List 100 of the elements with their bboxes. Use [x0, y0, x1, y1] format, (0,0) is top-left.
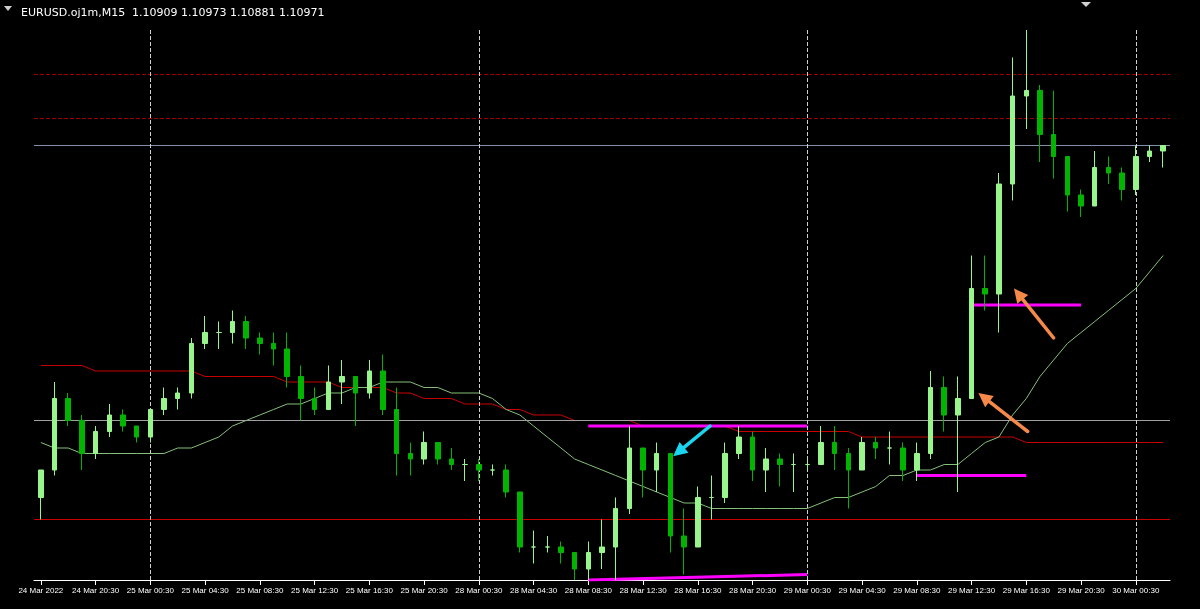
candlestick: [52, 381, 57, 476]
x-tick-label: 28 Mar 12:30: [619, 585, 668, 595]
candlestick: [1010, 57, 1015, 201]
candlestick: [435, 442, 441, 465]
x-tick-label: 28 Mar 04:30: [510, 585, 558, 595]
x-tick-label: 25 Mar 20:30: [400, 585, 449, 595]
candlestick: [93, 425, 98, 460]
candlestick: [558, 541, 564, 564]
x-tick-label: 24 Mar 20:30: [72, 585, 120, 595]
candlestick: [408, 442, 413, 476]
candlestick: [1078, 189, 1084, 218]
candlestick: [941, 376, 947, 432]
candlestick: [1037, 84, 1043, 163]
candlestick: [681, 508, 687, 575]
x-tick-label: 28 Mar 00:30: [455, 585, 503, 595]
candlestick: [982, 255, 988, 311]
x-tick-label: 29 Mar 12:30: [947, 585, 996, 595]
candlestick: [627, 425, 632, 515]
candlestick: [955, 376, 961, 493]
x-tick-label: 28 Mar 20:30: [728, 585, 777, 595]
x-tick-label: 25 Mar 16:30: [345, 585, 394, 595]
candlestick: [750, 431, 755, 482]
candlestick: [161, 387, 167, 416]
candlestick: [545, 535, 550, 553]
candlestick: [654, 442, 659, 493]
x-tick-label: 24 Mar 2022: [18, 585, 64, 595]
candlestick: [326, 365, 331, 410]
candlestick: [1147, 145, 1152, 163]
candlestick: [216, 321, 222, 350]
x-tick-label: 29 Mar 00:30: [783, 585, 832, 595]
candlestick: [791, 453, 796, 493]
candlestick: [462, 458, 468, 482]
candlestick: [298, 365, 304, 421]
candlestick: [736, 425, 742, 460]
candlestick: [271, 332, 276, 366]
candlestick: [887, 431, 892, 465]
candlestick: [846, 447, 851, 509]
candlestick: [996, 172, 1002, 333]
x-tick-label: 29 Mar 08:30: [893, 585, 941, 595]
candlestick: [367, 359, 372, 399]
candlestick: [572, 552, 577, 581]
candlestick: [230, 310, 235, 344]
candlestick: [65, 392, 71, 427]
candlestick: [722, 442, 728, 504]
candlestick: [380, 354, 386, 416]
candlestick: [503, 464, 509, 498]
candlestick: [1106, 156, 1111, 185]
candlestick: [640, 447, 646, 498]
candlestick: [148, 409, 153, 443]
candlestick: [38, 469, 44, 520]
candlestick: [490, 464, 495, 476]
candlestick: [599, 519, 605, 570]
x-tick-label: 28 Mar 16:30: [674, 585, 722, 595]
candlestick: [859, 436, 865, 471]
candlestick: [709, 475, 714, 520]
candlestick: [517, 491, 523, 553]
x-tick-label: 25 Mar 00:30: [126, 585, 175, 595]
candlestick: [900, 442, 906, 482]
chart-title: EURUSD.oj1m,M15 1.10909 1.10973 1.10881 1.10971: [21, 6, 325, 19]
candlestick: [394, 387, 399, 476]
candlestick: [668, 453, 673, 553]
candlestick: [120, 409, 126, 432]
candlestick: [586, 541, 591, 581]
candlestick: [243, 315, 249, 350]
candlestick: [134, 425, 139, 443]
candlestick: [175, 387, 180, 410]
candlestick: [1051, 90, 1056, 179]
x-tick-label: 25 Mar 12:30: [291, 585, 339, 595]
candlestick: [873, 436, 878, 460]
candlestick: [476, 458, 482, 482]
x-tick-label: 25 Mar 04:30: [181, 585, 230, 595]
candlestick: [914, 442, 920, 482]
candlestick: [777, 453, 783, 487]
candlestick: [449, 447, 454, 471]
x-tick-label: 30 Mar 00:30: [1112, 585, 1160, 595]
candlestick: [805, 458, 810, 471]
candlestick: [969, 255, 974, 399]
candlestick: [1160, 145, 1166, 168]
candlestick: [695, 486, 701, 548]
x-tick-label: 29 Mar 16:30: [1002, 585, 1051, 595]
candlestick: [832, 425, 837, 471]
candlestick: [928, 370, 933, 460]
candlestick: [353, 376, 358, 427]
candlestick: [1119, 167, 1125, 201]
candlestick: [1092, 150, 1097, 207]
candlestick: [1024, 29, 1029, 130]
x-tick-label: 29 Mar 20:30: [1057, 585, 1106, 595]
x-tick-label: 28 Mar 08:30: [564, 585, 613, 595]
candlestick: [107, 403, 112, 438]
x-tick-label: 29 Mar 04:30: [838, 585, 887, 595]
candlestick: [202, 315, 208, 350]
x-tick-label: 25 Mar 08:30: [236, 585, 284, 595]
candlestick: [312, 387, 317, 416]
candlestick: [613, 497, 618, 581]
candlestick: [79, 414, 85, 471]
candlestick: [531, 530, 536, 564]
candlestick: [257, 332, 263, 355]
candlestick: [421, 431, 427, 465]
candlestick: [763, 447, 769, 493]
candlestick: [1065, 156, 1070, 212]
